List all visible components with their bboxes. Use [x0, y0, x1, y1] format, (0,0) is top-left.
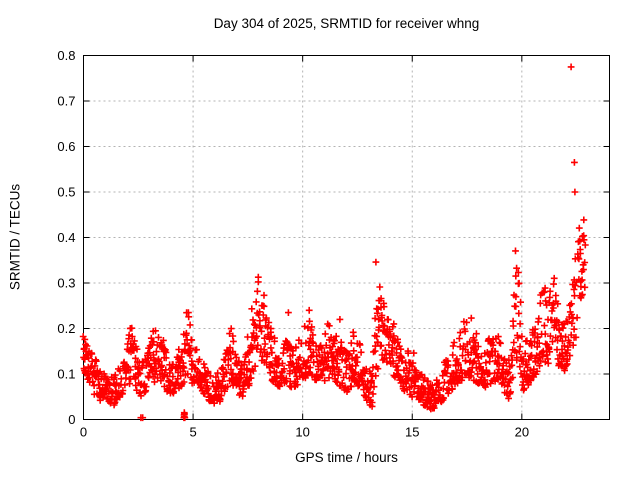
x-tick-label: 15	[405, 425, 419, 440]
y-tick-label: 0.5	[57, 185, 75, 200]
y-tick-label: 0.4	[57, 230, 75, 245]
scatter-points	[79, 216, 589, 413]
x-axis-label: GPS time / hours	[295, 450, 398, 465]
x-tick-label: 10	[295, 425, 309, 440]
x-tick-label: 0	[80, 425, 87, 440]
y-tick-label: 0.2	[57, 321, 75, 336]
y-tick-label: 0.7	[57, 94, 75, 109]
y-tick-label: 0.1	[57, 367, 75, 382]
x-tick-label: 5	[189, 425, 196, 440]
y-tick-label: 0.6	[57, 139, 75, 154]
y-tick-label: 0.3	[57, 276, 75, 291]
y-axis-label: SRMTID / TECUs	[7, 183, 23, 291]
x-tick-label: 20	[515, 425, 529, 440]
y-tick-label: 0.8	[57, 48, 75, 63]
scatter-outliers	[137, 63, 579, 422]
plot-border	[83, 55, 610, 420]
y-tick-label: 0	[68, 412, 75, 427]
chart-title: Day 304 of 2025, SRMTID for receiver whn…	[213, 16, 480, 31]
